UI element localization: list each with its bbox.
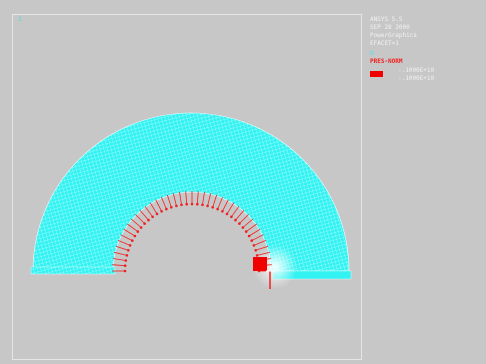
efacet-setting: EFACET=1 [370, 40, 399, 47]
pressure-arrow-head [151, 215, 154, 219]
pressure-arrow-head [190, 202, 194, 206]
pressure-arrow-head [221, 210, 224, 213]
pressure-arrow [139, 209, 149, 221]
pressure-arrow-head [133, 234, 137, 238]
mesh-plot[interactable] [13, 15, 361, 359]
pressure-arrow-head [160, 210, 163, 213]
pressure-arrow-head [131, 239, 134, 242]
refinement-zone [253, 245, 297, 289]
pressure-arrow-head [255, 254, 259, 257]
pressure-arrow-head [136, 230, 140, 233]
pressure-arrow-head [225, 212, 229, 216]
pressure-arrow-head [139, 226, 143, 229]
graphics-viewport[interactable]: 1 [12, 14, 362, 360]
displacement-label: U [370, 50, 374, 57]
pressure-arrow [127, 223, 139, 232]
graphics-mode: PowerGraphics [370, 32, 417, 39]
pressure-arrow [222, 199, 229, 212]
pressure-arrow [207, 193, 212, 206]
pressure-arrow [257, 251, 270, 256]
pressure-arrow-head [196, 202, 199, 206]
pressure-arrow-head [216, 207, 219, 211]
pressure-arrow-head [234, 218, 237, 222]
pressure-arrow-head [250, 239, 254, 242]
pressure-arrow [130, 218, 142, 228]
pressure-arrow-head [143, 222, 146, 225]
pressure-arrow-head [185, 202, 189, 206]
pressure-arrow-head [247, 234, 251, 238]
pressure-arrow-head [244, 230, 248, 233]
pressure-arrow [117, 240, 131, 246]
pressure-arrow [251, 234, 264, 241]
pressure-arrow-head [206, 204, 209, 208]
pressure-arrow-head [211, 206, 215, 209]
pressure-arrow-head [252, 244, 256, 247]
pressure-arrow [231, 206, 240, 218]
pressure-arrow [161, 196, 167, 210]
pressure-arrow-head [165, 207, 168, 211]
pressure-arrow-head [180, 203, 183, 207]
pressure-arrow [196, 191, 199, 205]
pressure-arrow [112, 258, 126, 261]
pressure-arrow [217, 196, 223, 210]
pressure-arrow-head [230, 215, 233, 219]
pressure-arrow [253, 240, 267, 246]
pressure-arrow [242, 218, 254, 228]
pressure-arrow-head [155, 212, 159, 216]
pressure-arrow [135, 214, 145, 224]
pressure-arrows [112, 191, 272, 273]
pressure-arrow [149, 202, 158, 215]
legend-panel: ANSYS 5.5 SEP 28 2000 PowerGraphics EFAC… [370, 16, 482, 83]
pressure-arrow [226, 202, 235, 215]
product-version: ANSYS 5.5 [370, 16, 403, 23]
pressure-arrow-head [170, 206, 173, 209]
pressure-arrow [115, 245, 129, 251]
pressure-arrow [179, 191, 182, 205]
pressure-arrow [123, 228, 136, 237]
pressure-arrow [255, 245, 269, 251]
pressure-arrow-head [241, 226, 245, 229]
pressure-min-value: -.1000E+10 [398, 67, 435, 74]
pressure-arrow [155, 199, 162, 212]
pressure-arrow [172, 193, 177, 206]
pressure-arrow-head [123, 269, 127, 273]
pressure-arrow [166, 194, 172, 208]
pressure-arrow-head [254, 249, 258, 252]
left-base-strip [30, 266, 116, 275]
pressure-max-value: -.1000E+10 [398, 75, 435, 82]
pressure-label: PRES-NORM [370, 58, 403, 65]
pressure-scale: -.1000E+10 -.1000E+10 [370, 67, 482, 83]
pressure-arrow [120, 234, 133, 241]
pressure-arrow-head [125, 254, 129, 257]
pressure-arrow-head [124, 259, 128, 262]
pressure-arrow [235, 209, 245, 221]
pressure-arrow [239, 214, 249, 224]
pressure-arrow-head [127, 249, 130, 252]
pressure-arrow-head [128, 244, 132, 247]
pressure-arrow [144, 206, 153, 218]
pressure-arrow-head [175, 204, 178, 208]
pressure-arrow [202, 191, 205, 205]
pressure-arrow [114, 251, 127, 256]
support-block [253, 257, 267, 271]
pressure-arrow-head [147, 218, 150, 222]
plot-date: SEP 28 2000 [370, 24, 410, 31]
pressure-arrow [248, 228, 261, 237]
pressure-arrow-head [123, 264, 127, 268]
window-number-label: 1 [18, 16, 22, 23]
pressure-arrow-head [201, 203, 204, 207]
pressure-arrow [112, 264, 126, 267]
pressure-arrow-head [238, 222, 241, 225]
pressure-arrow [245, 223, 257, 232]
pressure-arrow [185, 191, 188, 205]
annulus-mesh [32, 112, 350, 272]
pressure-swatch [370, 71, 383, 77]
pressure-arrow [212, 194, 218, 208]
